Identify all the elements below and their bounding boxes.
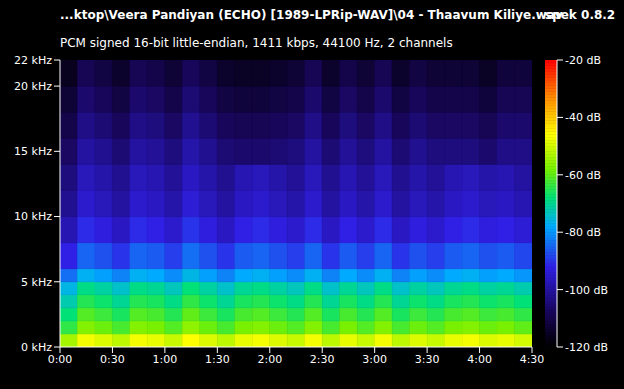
svg-text:-80 dB: -80 dB: [565, 226, 601, 239]
svg-text:0 kHz: 0 kHz: [21, 341, 52, 354]
svg-text:2:00: 2:00: [257, 353, 282, 366]
html-text:spek 0.8.2: spek 0.8.2: [545, 8, 616, 22]
html-text:...ktop\Veera Pandiyan (ECHO): ...ktop\Veera Pandiyan (ECHO) [1989-LPRi…: [60, 8, 563, 22]
svg-text:5 kHz: 5 kHz: [21, 276, 52, 289]
svg-text:-60 dB: -60 dB: [565, 169, 601, 182]
svg-text:-100 dB: -100 dB: [565, 284, 608, 297]
svg-text:-120 dB: -120 dB: [565, 341, 608, 354]
svg-text:0:00: 0:00: [48, 353, 73, 366]
svg-text:-20 dB: -20 dB: [565, 54, 601, 67]
svg-text:0:30: 0:30: [100, 353, 125, 366]
svg-text:2:30: 2:30: [310, 353, 335, 366]
svg-text:10 kHz: 10 kHz: [14, 210, 52, 223]
svg-text:1:30: 1:30: [205, 353, 230, 366]
svg-text:22 kHz: 22 kHz: [14, 54, 52, 67]
svg-text:4:00: 4:00: [467, 353, 492, 366]
svg-text:15 kHz: 15 kHz: [14, 145, 52, 158]
svg-text:4:30: 4:30: [520, 353, 545, 366]
svg-text:20 kHz: 20 kHz: [14, 80, 52, 93]
html-text:PCM signed 16-bit little-endia: PCM signed 16-bit little-endian, 1411 kb…: [60, 36, 453, 50]
svg-text:-40 dB: -40 dB: [565, 111, 601, 124]
svg-text:1:00: 1:00: [153, 353, 178, 366]
svg-text:3:30: 3:30: [415, 353, 440, 366]
svg-text:3:00: 3:00: [362, 353, 387, 366]
